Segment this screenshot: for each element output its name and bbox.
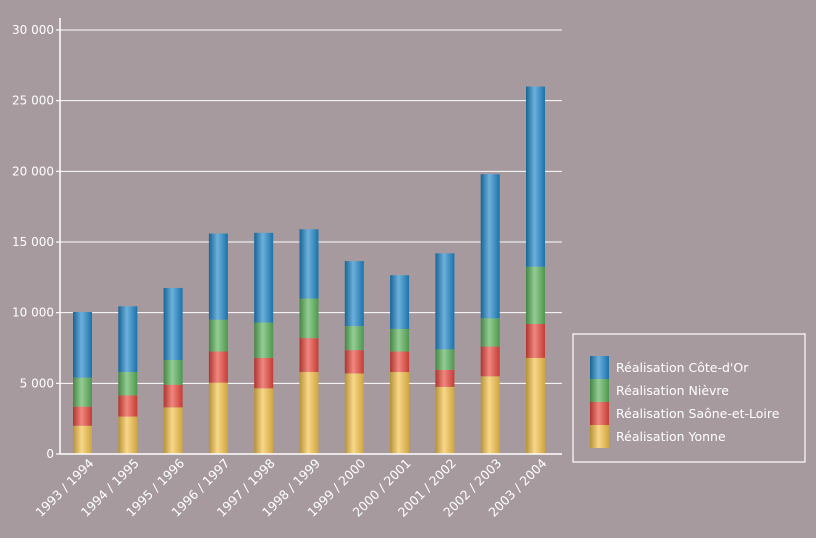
bar-realisation-yonne-2001-2002 [435, 386, 455, 454]
legend-label-realisation-cote-d-or: Réalisation Côte-d'Or [616, 360, 749, 375]
bar-realisation-saone-et-loire-1993-1994 [73, 406, 92, 426]
bar-realisation-cote-d-or-1995-1996 [163, 287, 183, 361]
bar-realisation-cote-d-or-1993-1994 [73, 311, 92, 378]
bar-realisation-yonne-1993-1994 [73, 425, 92, 454]
bar-stack-1999-2000 [344, 261, 364, 454]
bar-realisation-saone-et-loire-1998-1999 [299, 338, 319, 373]
bar-realisation-yonne-2002-2003 [480, 376, 500, 454]
bar-realisation-yonne-1999-2000 [344, 373, 364, 454]
bar-stack-1997-1998 [254, 232, 274, 454]
bar-realisation-nievre-2003-2004 [526, 266, 545, 324]
bar-stack-1996-1997 [208, 233, 228, 454]
legend-label-realisation-saone-et-loire: Réalisation Saône-et-Loire [616, 406, 780, 421]
bar-realisation-nievre-2002-2003 [480, 318, 500, 347]
bar-realisation-nievre-1999-2000 [344, 326, 364, 351]
bar-stack-1995-1996 [163, 287, 183, 454]
bar-realisation-cote-d-or-2000-2001 [390, 275, 410, 329]
bar-realisation-yonne-1998-1999 [299, 372, 319, 454]
bars [73, 86, 545, 454]
bar-stack-1993-1994 [73, 311, 92, 454]
bar-realisation-cote-d-or-1999-2000 [344, 261, 364, 327]
bar-realisation-nievre-1997-1998 [254, 322, 274, 358]
bar-realisation-nievre-1996-1997 [208, 319, 228, 352]
bar-stack-2000-2001 [390, 275, 410, 454]
y-tick-label: 15 000 [12, 235, 54, 249]
bar-realisation-cote-d-or-1998-1999 [299, 229, 319, 299]
bar-realisation-nievre-2000-2001 [390, 328, 410, 352]
bar-realisation-yonne-1997-1998 [254, 388, 274, 454]
bar-stack-2003-2004 [526, 86, 545, 454]
bar-realisation-yonne-1995-1996 [163, 407, 183, 454]
y-tick-label: 25 000 [12, 94, 54, 108]
axes [56, 18, 562, 455]
legend-swatch-realisation-saone-et-loire [590, 402, 609, 425]
bar-realisation-saone-et-loire-1994-1995 [118, 395, 138, 417]
bar-realisation-nievre-1995-1996 [163, 360, 183, 385]
bar-realisation-cote-d-or-1997-1998 [254, 232, 274, 323]
bar-realisation-cote-d-or-1996-1997 [208, 233, 228, 320]
bar-realisation-yonne-1994-1995 [118, 416, 138, 454]
bar-realisation-saone-et-loire-2002-2003 [480, 346, 500, 377]
legend-swatch-realisation-yonne [590, 425, 609, 448]
bar-realisation-saone-et-loire-1999-2000 [344, 350, 364, 374]
bar-realisation-saone-et-loire-2001-2002 [435, 369, 455, 387]
legend-box [572, 333, 806, 463]
bar-realisation-cote-d-or-2002-2003 [480, 174, 500, 319]
bar-realisation-cote-d-or-2001-2002 [435, 253, 455, 350]
bar-realisation-saone-et-loire-1995-1996 [163, 384, 183, 408]
y-tick-label: 5 000 [20, 376, 54, 390]
legend-swatch-realisation-cote-d-or [590, 356, 609, 379]
bar-realisation-saone-et-loire-1996-1997 [208, 351, 228, 383]
legend-label-realisation-nievre: Réalisation Nièvre [616, 383, 729, 398]
y-tick-label: 10 000 [12, 306, 54, 320]
bar-realisation-nievre-1993-1994 [73, 377, 92, 407]
bar-stack-2002-2003 [480, 174, 500, 454]
bar-realisation-saone-et-loire-1997-1998 [254, 357, 274, 389]
bar-realisation-nievre-1998-1999 [299, 298, 319, 339]
bar-realisation-yonne-2003-2004 [526, 357, 545, 454]
y-tick-label: 20 000 [12, 164, 54, 178]
bar-realisation-cote-d-or-1994-1995 [118, 306, 138, 373]
legend: Réalisation Côte-d'Or Réalisation Nièvre R… [572, 333, 806, 463]
bar-realisation-saone-et-loire-2003-2004 [526, 323, 545, 358]
bar-realisation-saone-et-loire-2000-2001 [390, 351, 410, 373]
bar-realisation-nievre-1994-1995 [118, 372, 138, 396]
y-axis-tick-labels: 0 5 000 10 000 15 000 20 000 25 000 30 000 [12, 23, 54, 461]
bar-realisation-nievre-2001-2002 [435, 349, 455, 370]
legend-swatch-realisation-nievre [590, 379, 609, 402]
bar-stack-1994-1995 [118, 306, 138, 454]
y-tick-label: 30 000 [12, 23, 54, 37]
legend-label-realisation-yonne: Réalisation Yonne [616, 429, 726, 444]
bar-realisation-yonne-2000-2001 [390, 372, 410, 454]
bar-realisation-cote-d-or-2003-2004 [526, 86, 545, 267]
bar-stack-2001-2002 [435, 253, 455, 454]
y-tick-label: 0 [46, 447, 54, 461]
bar-stack-1998-1999 [299, 229, 319, 454]
bar-realisation-yonne-1996-1997 [208, 382, 228, 454]
